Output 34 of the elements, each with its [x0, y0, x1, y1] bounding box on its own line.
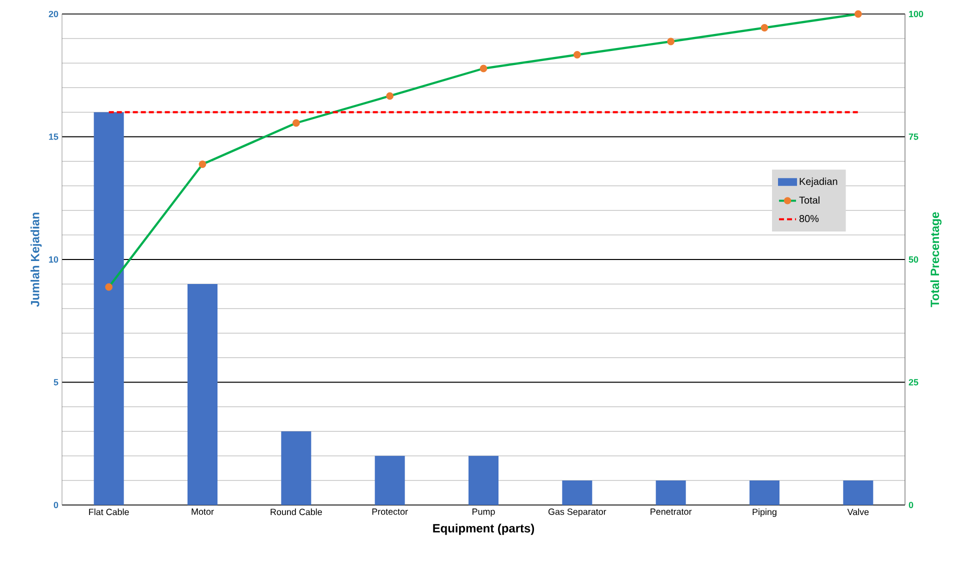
- y-tick-label: 5: [54, 379, 58, 386]
- y-tick-label: 0: [54, 502, 58, 508]
- bar: [750, 480, 780, 505]
- x-tick-label: Penetrator: [650, 508, 692, 515]
- x-tick-label: Pump: [472, 508, 495, 517]
- legend-label: Total: [799, 196, 820, 204]
- bar: [374, 456, 405, 505]
- bar: [281, 431, 312, 505]
- bar: [562, 480, 592, 505]
- y-tick-label: 20: [48, 10, 58, 18]
- y2-tick-label: 0: [908, 502, 914, 508]
- y2-tick-label: 100: [909, 10, 924, 18]
- x-tick-label: Protector: [372, 508, 408, 515]
- x-tick-label: Valve: [847, 508, 869, 516]
- x-tick-label: Gas Separator: [548, 508, 606, 517]
- x-tick-label: Piping: [752, 508, 776, 517]
- x-axis-title: Equipment (parts): [433, 524, 534, 535]
- x-tick-label: Round Cable: [270, 508, 322, 516]
- legend-label: Kejadian: [800, 178, 838, 187]
- bar: [188, 284, 218, 505]
- bar: [468, 456, 499, 505]
- y2-axis-title: Total Precentage: [930, 212, 942, 308]
- y-axis-title: Jumlah Kejadian: [30, 212, 42, 307]
- y-tick-label: 10: [49, 256, 58, 263]
- y2-tick-label: 25: [908, 379, 918, 386]
- legend-label: 80%: [799, 215, 819, 222]
- y2-tick-label: 75: [908, 134, 918, 140]
- x-tick-label: Flat Cable: [89, 508, 129, 516]
- y2-tick-label: 50: [908, 256, 918, 263]
- bar: [843, 480, 874, 505]
- bar: [656, 480, 686, 505]
- bar: [94, 112, 124, 505]
- x-tick-label: Motor: [192, 508, 214, 515]
- y-tick-label: 15: [49, 134, 58, 140]
